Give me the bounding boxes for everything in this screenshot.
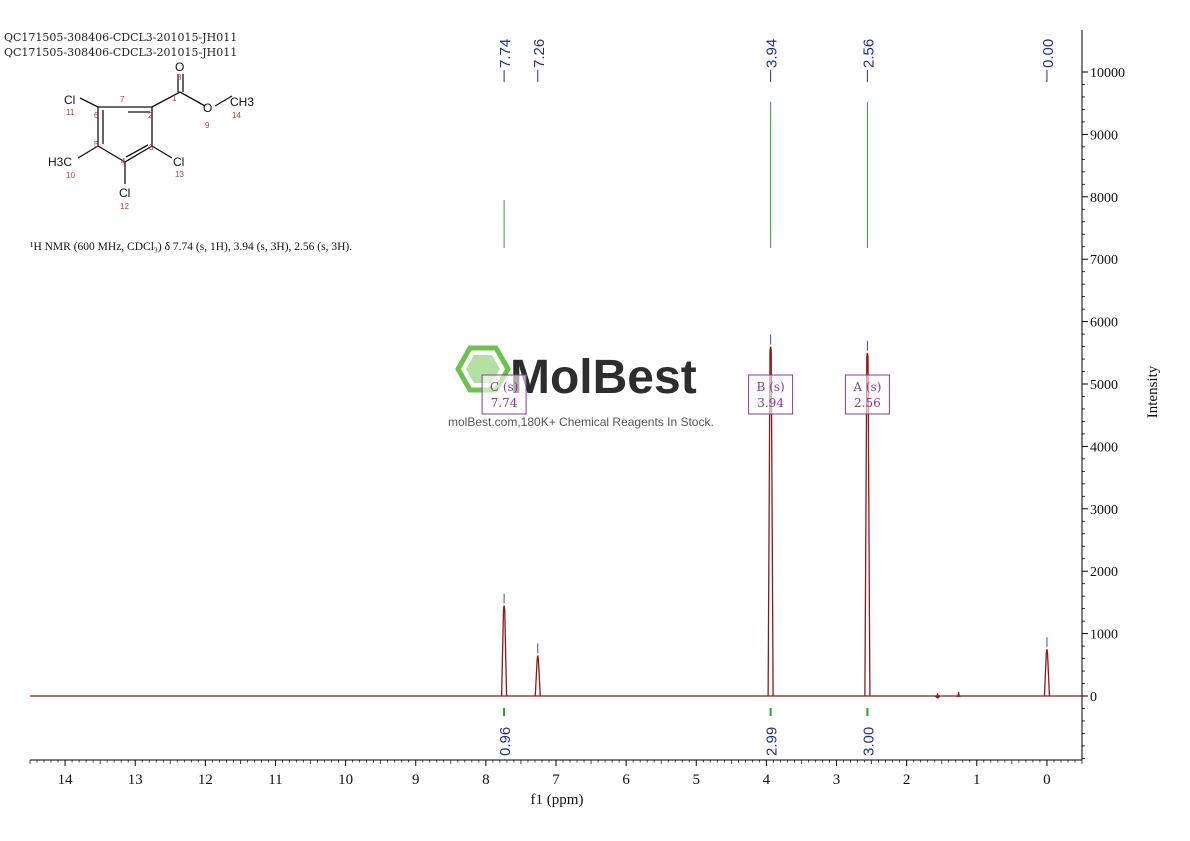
x-tick-label: 12	[198, 772, 213, 788]
num-14: 14	[232, 111, 241, 120]
atom-cl13: Cl	[173, 155, 184, 169]
spectrum-peak	[767, 346, 774, 697]
peak-label: 0.00	[1040, 39, 1057, 68]
y-tick-label: 5000	[1090, 378, 1118, 393]
num-1: 1	[172, 94, 177, 103]
num-10: 10	[66, 171, 75, 180]
multiplet-box: C (s) 7.74	[481, 374, 527, 415]
y-tick-label: 4000	[1090, 440, 1118, 455]
num-8: 8	[177, 73, 182, 82]
watermark: MolBest molBest.com,180K+ Chemical Reage…	[448, 345, 714, 429]
chemical-structure	[77, 74, 233, 184]
num-9: 9	[205, 121, 210, 130]
atom-o8: O	[175, 60, 184, 74]
num-12: 12	[120, 202, 129, 211]
watermark-brand: MolBest	[510, 351, 697, 404]
y-tick-label: 7000	[1090, 253, 1118, 268]
nmr-description: ¹H NMR (600 MHz, CDCl₃) δ 7.74 (s, 1H), …	[30, 241, 352, 253]
num-4: 4	[121, 157, 126, 166]
multiplet-frame	[748, 374, 794, 415]
y-tick-label: 0	[1090, 690, 1097, 705]
multiplet-frame	[481, 374, 527, 415]
sample-id-line-1: QC171505-308406-CDCL3-201015-JH011	[4, 31, 237, 44]
x-axis-label: f1 (ppm)	[531, 792, 584, 808]
atom-cl12: Cl	[119, 186, 130, 200]
x-tick-label: 10	[338, 772, 353, 788]
num-7: 7	[120, 95, 125, 104]
integral-value: 2.99	[764, 727, 781, 756]
multiplet-shift: 7.74	[491, 396, 518, 410]
x-tick-label: 14	[58, 772, 74, 788]
multiplet-shift: 2.56	[854, 396, 881, 410]
multiplet-id: C (s)	[490, 380, 519, 394]
atom-ch3: CH3	[230, 95, 254, 109]
x-tick-label: 6	[622, 772, 630, 788]
atom-cl11: Cl	[64, 93, 75, 107]
x-tick-label: 8	[482, 772, 490, 788]
y-tick-label: 3000	[1090, 503, 1118, 518]
multiplet-box: B (s) 3.94	[748, 374, 794, 415]
x-tick-label: 2	[903, 772, 911, 788]
integral-value: 3.00	[860, 727, 877, 756]
multiplet-frame	[844, 374, 890, 415]
x-tick-label: 1	[973, 772, 981, 788]
x-tick-label: 4	[763, 772, 771, 788]
num-6: 6	[94, 111, 99, 120]
atom-o9: O	[203, 101, 212, 115]
peak-label: 3.94	[764, 39, 781, 68]
x-tick-label: 9	[412, 772, 420, 788]
multiplet-shift: 3.94	[757, 396, 784, 410]
x-tick-label: 7	[552, 772, 560, 788]
x-tick-label: 5	[693, 772, 701, 788]
integral-value: 0.96	[497, 727, 514, 756]
num-2: 2	[148, 111, 153, 120]
multiplet-id: B (s)	[757, 380, 785, 394]
multiplet-id: A (s)	[852, 380, 881, 394]
y-tick-label: 10000	[1090, 66, 1125, 81]
y-tick-label: 9000	[1090, 128, 1118, 143]
y-tick-label: 6000	[1090, 316, 1118, 331]
structure-labels: O 8 1 7 2 O 9 CH3 14 Cl 11 6 5 4 3 H3C 1…	[48, 60, 254, 211]
x-tick-label: 3	[833, 772, 841, 788]
spectrum-peak	[1043, 649, 1051, 697]
multiplet-box: A (s) 2.56	[844, 374, 890, 415]
watermark-tagline: molBest.com,180K+ Chemical Reagents In S…	[448, 415, 714, 429]
spectrum-peak	[534, 655, 541, 697]
x-tick-label: 11	[268, 772, 282, 788]
spectrum-peak	[500, 605, 508, 697]
peak-label: 7.26	[531, 39, 548, 68]
spectrum-peak	[955, 692, 962, 697]
y-axis-label: Intensity	[1145, 365, 1161, 418]
num-13: 13	[175, 170, 184, 179]
num-11: 11	[66, 108, 75, 117]
y-tick-label: 1000	[1090, 628, 1118, 643]
sample-id-line-2: QC171505-308406-CDCL3-201015-JH011	[4, 46, 237, 59]
num-3: 3	[149, 143, 154, 152]
y-tick-label: 8000	[1090, 191, 1118, 206]
peak-label: 7.74	[497, 39, 514, 68]
peak-label: 2.56	[860, 39, 877, 68]
spectrum-peak	[864, 352, 871, 697]
x-tick-label: 13	[128, 772, 143, 788]
spectrum-peak	[934, 693, 941, 699]
x-tick-label: 0	[1043, 772, 1051, 788]
atom-h3c: H3C	[48, 155, 72, 169]
y-tick-label: 2000	[1090, 565, 1118, 580]
num-5: 5	[94, 140, 99, 149]
